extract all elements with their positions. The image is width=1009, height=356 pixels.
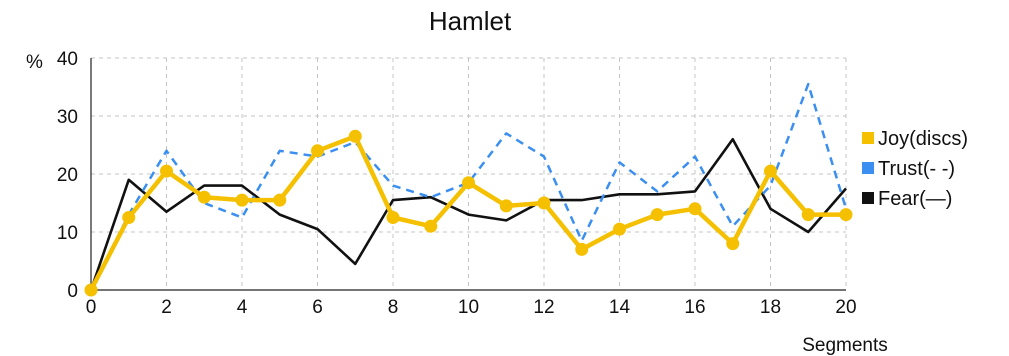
tick-labels: 0 10 20 30 40 0 2 4 6 8 10 12 14 16 18 20 xyxy=(57,49,857,318)
data-point xyxy=(386,211,400,224)
x-tick-label: 0 xyxy=(86,297,97,318)
x-axis-label: Segments xyxy=(802,335,888,356)
axes xyxy=(90,58,846,291)
x-tick-label: 4 xyxy=(237,297,248,318)
y-tick-label: 10 xyxy=(57,223,78,244)
chart-title: Hamlet xyxy=(429,6,512,36)
data-point xyxy=(160,164,173,178)
legend-label: Fear(—) xyxy=(878,188,952,210)
y-tick-label: 20 xyxy=(57,165,78,186)
legend-swatch xyxy=(862,192,874,204)
x-tick-label: 20 xyxy=(835,297,856,318)
data-point xyxy=(197,190,211,204)
data-point xyxy=(424,219,438,233)
data-point xyxy=(537,196,551,210)
x-tick-label: 14 xyxy=(609,297,631,318)
data-point xyxy=(688,202,702,216)
x-tick-label: 18 xyxy=(760,297,781,318)
data-point xyxy=(348,129,362,143)
x-tick-label: 10 xyxy=(458,297,479,318)
y-tick-label: 30 xyxy=(57,107,78,128)
data-point xyxy=(273,193,287,207)
data-point xyxy=(499,199,513,213)
data-point xyxy=(726,237,740,251)
data-point xyxy=(613,222,626,236)
legend-label: Joy(discs) xyxy=(878,128,968,150)
data-point xyxy=(764,164,777,178)
x-tick-label: 6 xyxy=(312,297,323,318)
data-point xyxy=(801,208,815,222)
legend: Joy(discs) Trust(- -) Fear(—) xyxy=(862,128,968,210)
x-tick-label: 2 xyxy=(161,297,172,318)
x-tick-label: 8 xyxy=(388,297,399,318)
y-axis-label: % xyxy=(26,52,43,73)
series-line-2 xyxy=(89,137,847,291)
series-layer xyxy=(84,82,853,297)
x-tick-label: 16 xyxy=(684,297,705,318)
data-point xyxy=(650,208,664,222)
legend-swatch xyxy=(862,132,874,144)
y-tick-label: 0 xyxy=(67,281,78,302)
data-point xyxy=(311,144,324,158)
data-point xyxy=(84,283,98,297)
data-point xyxy=(575,242,589,256)
data-point xyxy=(122,211,136,224)
data-point xyxy=(235,193,249,207)
data-point xyxy=(839,208,853,222)
legend-swatch xyxy=(862,162,874,174)
legend-label: Trust(- -) xyxy=(878,158,955,180)
y-tick-label: 40 xyxy=(57,49,78,70)
x-tick-label: 12 xyxy=(533,297,554,318)
grid xyxy=(91,57,847,290)
data-point xyxy=(462,176,475,190)
